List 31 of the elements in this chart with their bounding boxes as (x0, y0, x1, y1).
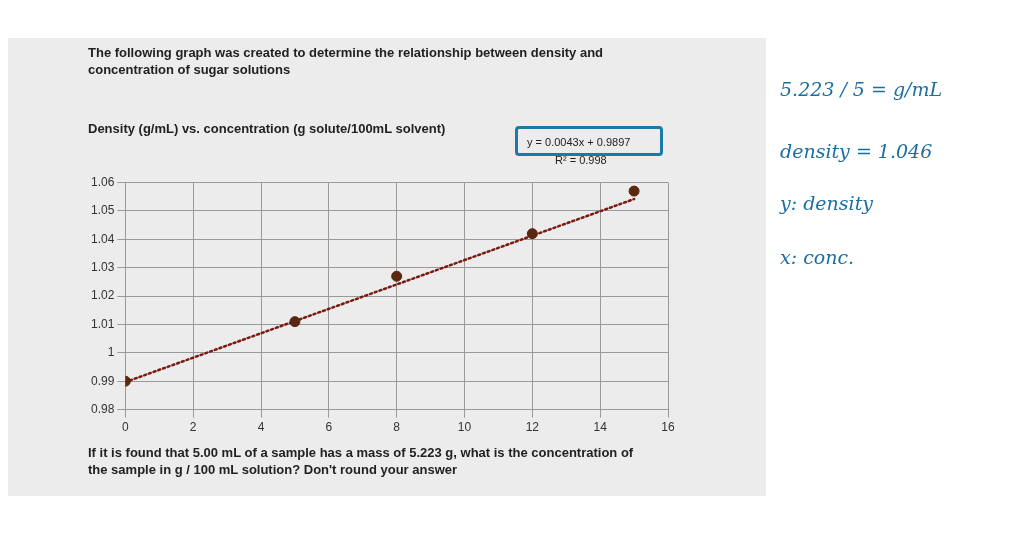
text: density = 1.046 (780, 140, 934, 162)
x-tick-label: 8 (393, 420, 401, 435)
y-tick-label: 1.01 (91, 316, 115, 331)
text: y: density (780, 192, 874, 214)
y-tick-label: 0.98 (91, 401, 115, 416)
x-tick-label: 4 (257, 420, 265, 435)
point (289, 316, 301, 328)
y-tick-label: 1.05 (91, 203, 115, 218)
x-tick-label: 2 (189, 420, 197, 435)
point (628, 185, 640, 197)
text: 5.223 / 5 = g/mL (780, 78, 944, 100)
x-tick-label: 6 (325, 420, 333, 435)
text: x: conc. (780, 246, 856, 268)
y-tick-label: 1 (107, 345, 115, 360)
y-tick-label: 1.04 (91, 231, 115, 246)
x-tick-label: 16 (661, 420, 675, 435)
point (391, 270, 403, 282)
text: The following graph was created to determine the relationship between density and concentration of sugar solutions (88, 44, 605, 78)
x-tick-label: 14 (593, 420, 608, 435)
y-tick-label: 1.06 (91, 174, 115, 189)
text: R² = 0.998 (555, 153, 608, 168)
y-tick-label: 1.03 (91, 260, 115, 275)
y-tick-label: 0.99 (91, 373, 115, 388)
x-tick-label: 10 (457, 420, 472, 435)
text: y = 0.0043x + 0.9897 (527, 135, 632, 150)
x-tick-label: 0 (122, 420, 130, 435)
x-tick-label: 12 (525, 420, 540, 435)
text: If it is found that 5.00 mL of a sample has a mass of 5.223 g, what is the concentration of the sample in g / 100 mL solution? Don't round your answer (88, 444, 635, 478)
y-tick-label: 1.02 (91, 288, 115, 303)
point (526, 228, 538, 240)
chart-title: Density (g/mL) vs. concentration (g solute/100mL solvent) (88, 121, 446, 137)
